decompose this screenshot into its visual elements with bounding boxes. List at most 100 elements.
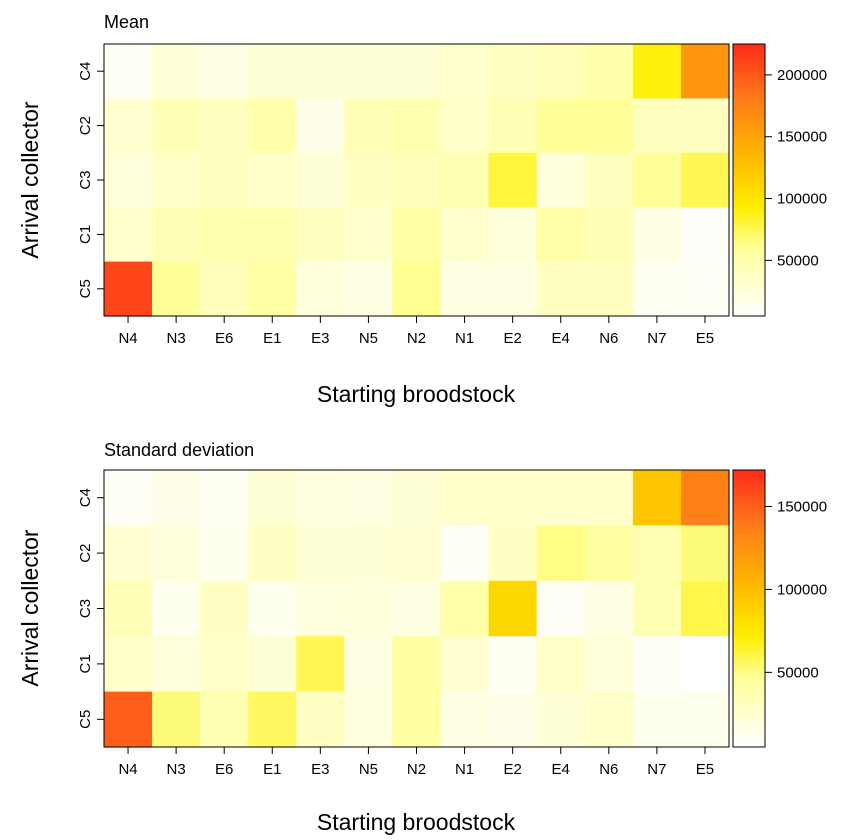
heatmap-cell (392, 525, 442, 582)
heatmap-cell (632, 152, 682, 208)
heatmap-cell (296, 44, 345, 99)
heatmap-cell (344, 470, 394, 526)
heatmap-cell (152, 525, 201, 582)
heatmap-cell (296, 525, 345, 582)
x-axis-ticks: N4 N3 E6 E1 E3 N5 N2 N1 E2 E4 N6 N7 E5 (118, 316, 714, 347)
heatmap-cell (200, 580, 249, 637)
heatmap-cell (392, 636, 442, 693)
heatmap-cell (248, 636, 297, 693)
heatmap-cell (248, 152, 297, 208)
heatmap-cell (488, 580, 538, 637)
heatmap-cell (152, 207, 201, 263)
heatmap-cell (344, 580, 394, 637)
heatmap-cell (488, 98, 538, 154)
heatmap-cell (680, 580, 730, 637)
x-tick-label: E3 (311, 761, 329, 778)
heatmap-cell (440, 261, 490, 317)
x-tick-label: N4 (118, 330, 137, 347)
heatmap-cell (344, 261, 394, 317)
x-axis-label: Starting broodstock (317, 809, 516, 835)
heatmap-cell (200, 470, 249, 526)
heatmap-cell (632, 207, 682, 263)
x-tick-label: N3 (167, 330, 186, 347)
heatmap-cell (104, 98, 153, 154)
x-tick-label: E6 (215, 330, 233, 347)
heatmap-cell (488, 470, 538, 526)
heatmap-cell (152, 470, 201, 526)
panel-mean: Mean N4 N3 E6 E1 E3 N5 N2 N1 E2 E4 N6 N7 E5 C4 C2 C3 C1… (17, 12, 827, 407)
y-tick-label: C5 (77, 710, 94, 729)
heatmap-cell (440, 525, 490, 582)
heatmap-cell (392, 470, 442, 526)
heatmap-cell (248, 580, 297, 637)
x-tick-label: N2 (407, 330, 426, 347)
heatmap-cell (632, 98, 682, 154)
heatmap-cell (152, 98, 201, 154)
y-tick-label: C3 (77, 170, 94, 189)
x-tick-label: N3 (167, 761, 186, 778)
heatmap-cell (680, 261, 730, 317)
heatmap-cell (536, 44, 586, 99)
x-tick-label: N6 (599, 330, 618, 347)
heatmap-cell (152, 152, 201, 208)
y-tick-label: C4 (77, 62, 94, 81)
heatmap-cell (200, 98, 249, 154)
x-tick-label: N5 (359, 330, 378, 347)
colorbar-tick-label: 100000 (777, 581, 827, 598)
heatmap-cell (632, 525, 682, 582)
heatmap-cell (440, 207, 490, 263)
x-tick-label: E6 (215, 761, 233, 778)
heatmap-cell (344, 152, 394, 208)
x-tick-label: E1 (263, 330, 281, 347)
heatmap-cell (392, 580, 442, 637)
colorbar (732, 43, 766, 317)
heatmap-cell (584, 261, 634, 317)
heatmap-cell (488, 152, 538, 208)
heatmap-cell (344, 44, 394, 99)
heatmap-cell (584, 98, 634, 154)
heatmap-cell (200, 207, 249, 263)
heatmap-cell (680, 691, 730, 748)
x-tick-label: E3 (311, 330, 329, 347)
heatmap-cell (584, 691, 634, 748)
y-tick-label: C2 (77, 116, 94, 135)
heatmap-cell (488, 525, 538, 582)
heatmap-cell (488, 636, 538, 693)
heatmap-cell (152, 580, 201, 637)
heatmap-cell (296, 580, 345, 637)
heatmap-cell (680, 152, 730, 208)
heatmap-cells (104, 44, 730, 317)
heatmap-cell (392, 207, 442, 263)
heatmap-cell (632, 636, 682, 693)
heatmap-cell (440, 98, 490, 154)
heatmap-cell (584, 636, 634, 693)
colorbar-tick-label: 150000 (777, 498, 827, 515)
heatmap-cell (632, 261, 682, 317)
x-tick-label: E2 (503, 761, 521, 778)
heatmap-cell (680, 636, 730, 693)
heatmap-cell (248, 470, 297, 526)
heatmap-cell (536, 261, 586, 317)
heatmap-cell (392, 691, 442, 748)
heatmap-cell (248, 207, 297, 263)
colorbar-tick-label: 50000 (777, 664, 819, 681)
heatmap-cell (104, 636, 153, 693)
heatmap-cell (392, 261, 442, 317)
heatmap-cell (248, 525, 297, 582)
heatmap-cell (680, 525, 730, 582)
heatmap-cell (536, 470, 586, 526)
heatmap-cell (584, 207, 634, 263)
heatmap-cell (488, 207, 538, 263)
heatmap-cell (248, 691, 297, 748)
heatmap-cell (440, 152, 490, 208)
heatmap-cell (680, 470, 730, 526)
heatmap-cell (680, 207, 730, 263)
x-axis-ticks: N4 N3 E6 E1 E3 N5 N2 N1 E2 E4 N6 N7 E5 (118, 747, 714, 778)
x-tick-label: E2 (503, 330, 521, 347)
heatmap-cell (296, 207, 345, 263)
panel-standard-deviation: Standard deviation N4 N3 E6 E1 E3 N5 N2 N1 E2 E4 N… (17, 440, 827, 835)
heatmap-cell (632, 580, 682, 637)
y-axis-label: Arrival collector (17, 101, 43, 259)
heatmap-cell (200, 44, 249, 99)
